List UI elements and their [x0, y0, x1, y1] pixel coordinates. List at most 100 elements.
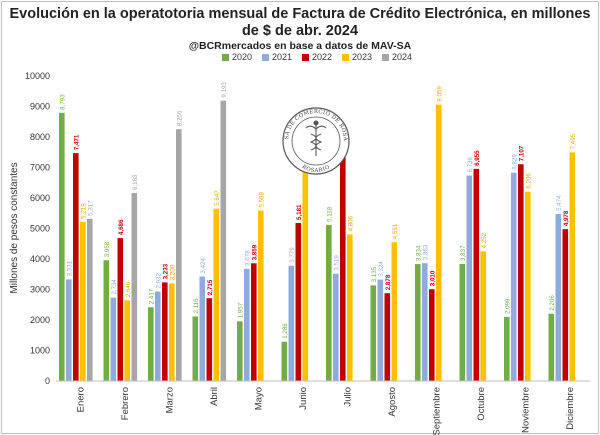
- caduceus-icon: [305, 120, 327, 156]
- bar: [569, 152, 576, 381]
- legend-swatch: [302, 54, 309, 61]
- data-label: 3,519: [333, 255, 340, 271]
- data-label: 8,793: [59, 94, 66, 110]
- bar: [258, 210, 264, 381]
- data-label: 6,206: [525, 173, 532, 189]
- bar: [391, 242, 398, 381]
- x-tick-label: Julio: [342, 387, 353, 407]
- data-label: 2,734: [111, 279, 118, 295]
- data-label: 3,200: [169, 264, 176, 280]
- y-tick-label: 4000: [30, 254, 50, 264]
- bcr-logo: BOLSA DE COMERCIO DE ROSARIO ROSARIO: [0, 0, 350, 175]
- data-label: 1,957: [237, 302, 244, 318]
- bar: [377, 279, 384, 381]
- bar: [66, 279, 72, 381]
- data-label: 3,958: [104, 241, 111, 257]
- bar: [525, 191, 531, 381]
- bar: [415, 264, 421, 381]
- y-tick-label: 1000: [30, 346, 50, 356]
- x-tick-label: Febrero: [120, 387, 131, 420]
- legend-label: 2022: [312, 52, 332, 62]
- bar: [213, 208, 220, 381]
- data-label: 4,686: [118, 219, 125, 235]
- x-tick-label: Enero: [75, 387, 86, 412]
- data-label: 2,878: [385, 274, 392, 290]
- data-label: 8,256: [176, 110, 183, 126]
- bar: [162, 282, 168, 381]
- data-label: 1,286: [282, 323, 289, 339]
- data-label: 2,206: [549, 295, 556, 311]
- y-tick-label: 0: [45, 376, 50, 386]
- bar: [192, 316, 199, 381]
- legend-swatch: [262, 54, 269, 61]
- data-label: 5,588: [258, 192, 265, 208]
- y-axis: 0 1000 2000 3000 4000 5000 6000 7000 8000 9000 100…: [25, 71, 50, 386]
- logo-text-bottom: ROSARIO: [301, 164, 331, 174]
- y-tick-label: 5000: [30, 224, 50, 234]
- bar: [148, 307, 154, 381]
- data-label: 6,829: [511, 154, 518, 170]
- bar: [124, 300, 131, 381]
- bar: [237, 321, 243, 381]
- x-axis: Enero Febrero Marzo Abril Mayo Junio Julio Agos…: [56, 380, 590, 435]
- x-tick-label: Marzo: [164, 387, 175, 413]
- data-label: 3,859: [251, 244, 258, 260]
- x-tick-label: Noviembre: [520, 387, 531, 433]
- bar: [244, 268, 250, 381]
- bar: [220, 100, 227, 382]
- bar: [87, 218, 93, 381]
- data-label: 3,010: [429, 270, 436, 286]
- data-label: 7,471: [73, 134, 80, 150]
- bar: [548, 313, 555, 381]
- bar: [155, 291, 161, 381]
- bar: [511, 172, 517, 381]
- bar: [384, 293, 391, 381]
- bar: [459, 263, 466, 381]
- data-label: 3,233: [162, 263, 169, 279]
- bar: [340, 149, 346, 381]
- y-tick-label: 6000: [30, 193, 50, 203]
- bar: [176, 129, 182, 381]
- data-label: 7,107: [518, 145, 525, 161]
- bar: [370, 285, 377, 381]
- data-label: 5,647: [214, 190, 221, 206]
- svg-text:ROSARIO: ROSARIO: [301, 164, 332, 174]
- bar: [518, 164, 524, 381]
- data-label: 3,678: [244, 250, 251, 266]
- bar: [281, 341, 288, 381]
- data-label: 5,118: [326, 206, 333, 222]
- bar: [80, 221, 86, 381]
- x-tick-label: Junio: [298, 387, 309, 410]
- legend-swatch: [342, 54, 349, 61]
- data-label: 5,219: [80, 203, 87, 219]
- legend-label: 2024: [392, 52, 412, 62]
- y-tick-label: 10000: [25, 71, 50, 81]
- bar: [562, 229, 569, 381]
- x-tick-label: Agosto: [387, 387, 398, 417]
- bars: [59, 100, 576, 382]
- chart-subtitle: @BCRmercados en base a datos de MAV-SA: [188, 40, 412, 52]
- bar: [251, 263, 257, 381]
- bar: [436, 104, 442, 381]
- data-label: 4,551: [392, 223, 399, 239]
- data-labels: 8,793 3,331 7,471 5,219 5,317 3,958 2,734 4,686…: [59, 82, 576, 339]
- bar: [199, 276, 206, 381]
- bar: [110, 297, 117, 381]
- data-label: 2,715: [207, 279, 214, 295]
- data-label: 4,806: [347, 215, 354, 231]
- data-label: 3,837: [460, 245, 467, 261]
- x-tick-label: Octubre: [476, 387, 487, 421]
- y-tick-label: 3000: [30, 285, 50, 295]
- data-label: 3,135: [371, 266, 378, 282]
- bar: [302, 166, 309, 381]
- bar: [504, 316, 510, 381]
- legend: 2020 2021 2022 2023 2024: [222, 52, 412, 62]
- data-label: 2,417: [148, 288, 155, 304]
- x-tick-label: Mayo: [253, 387, 264, 410]
- data-label: 2,646: [125, 281, 132, 297]
- bar: [429, 289, 435, 381]
- bar: [333, 273, 339, 381]
- legend-swatch: [382, 54, 389, 61]
- bar: [473, 168, 480, 381]
